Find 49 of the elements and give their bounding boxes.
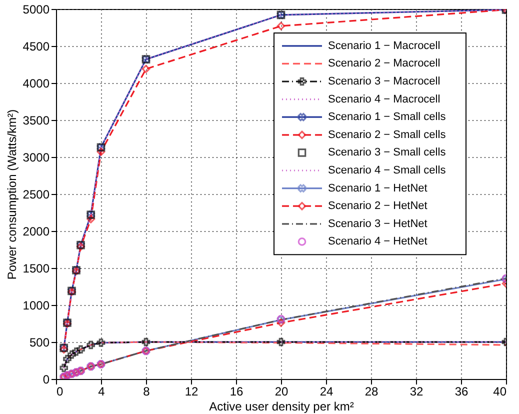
legend-label: Scenario 4 − Macrocell [328, 93, 440, 106]
legend-label: Scenario 4 − Small cells [328, 164, 446, 176]
x-tick-label: 16 [230, 384, 244, 398]
legend-label: Scenario 3 − Small cells [328, 146, 446, 159]
point [76, 345, 85, 354]
legend-label: Scenario 3 − HetNet [328, 218, 428, 230]
x-tick-label: 0 [56, 384, 64, 398]
y-tick-label: 5000 [22, 2, 50, 16]
point [142, 64, 150, 74]
y-tick-label: 2500 [22, 188, 50, 202]
x-tick-label: 36 [454, 384, 468, 398]
point [63, 354, 72, 364]
x-tick-label: 24 [320, 384, 334, 398]
point [68, 350, 76, 359]
point [72, 347, 80, 356]
legend-label: Scenario 3 − Macrocell [328, 76, 440, 88]
x-tick-label: 40 [493, 384, 507, 398]
y-tick-label: 2000 [22, 224, 50, 238]
legend-label: Scenario 2 − HetNet [328, 200, 428, 212]
y-tick-label: 1500 [22, 262, 50, 276]
point [276, 22, 286, 30]
y-tick-label: 4000 [22, 76, 50, 90]
point [86, 215, 96, 224]
point [96, 338, 106, 347]
point [86, 340, 96, 350]
point [96, 148, 106, 156]
legend-label: Scenario 2 − Macrocell [328, 58, 440, 70]
y-tick-label: 0 [42, 372, 50, 386]
y-tick-label: 3000 [22, 150, 50, 164]
legend-label: Scenario 1 − Small cells [328, 111, 446, 124]
legend-label: Scenario 2 − Small cells [328, 128, 446, 141]
x-tick-label: 32 [410, 384, 424, 398]
x-tick-label: 28 [364, 384, 378, 398]
y-tick-label: 3500 [22, 114, 50, 128]
x-tick-label: 4 [98, 384, 106, 398]
legend-label: Scenario 1 − Macrocell [328, 40, 440, 52]
y-tick-label: 500 [29, 336, 50, 350]
point [60, 364, 68, 372]
y-tick-label: 4500 [22, 40, 50, 54]
legend-label: Scenario 4 − HetNet [328, 236, 428, 248]
legend-label: Scenario 1 − HetNet [328, 182, 428, 194]
x-tick-label: 8 [143, 384, 150, 398]
y-axis-title: Power consumption (Watts/km²) [4, 109, 19, 280]
y-tick-label: 1000 [22, 298, 50, 312]
x-tick-label: 12 [184, 384, 198, 398]
x-axis-title: Active user density per km² [209, 400, 354, 414]
point [276, 338, 286, 346]
point [142, 338, 150, 346]
x-tick-label: 20 [274, 384, 288, 398]
